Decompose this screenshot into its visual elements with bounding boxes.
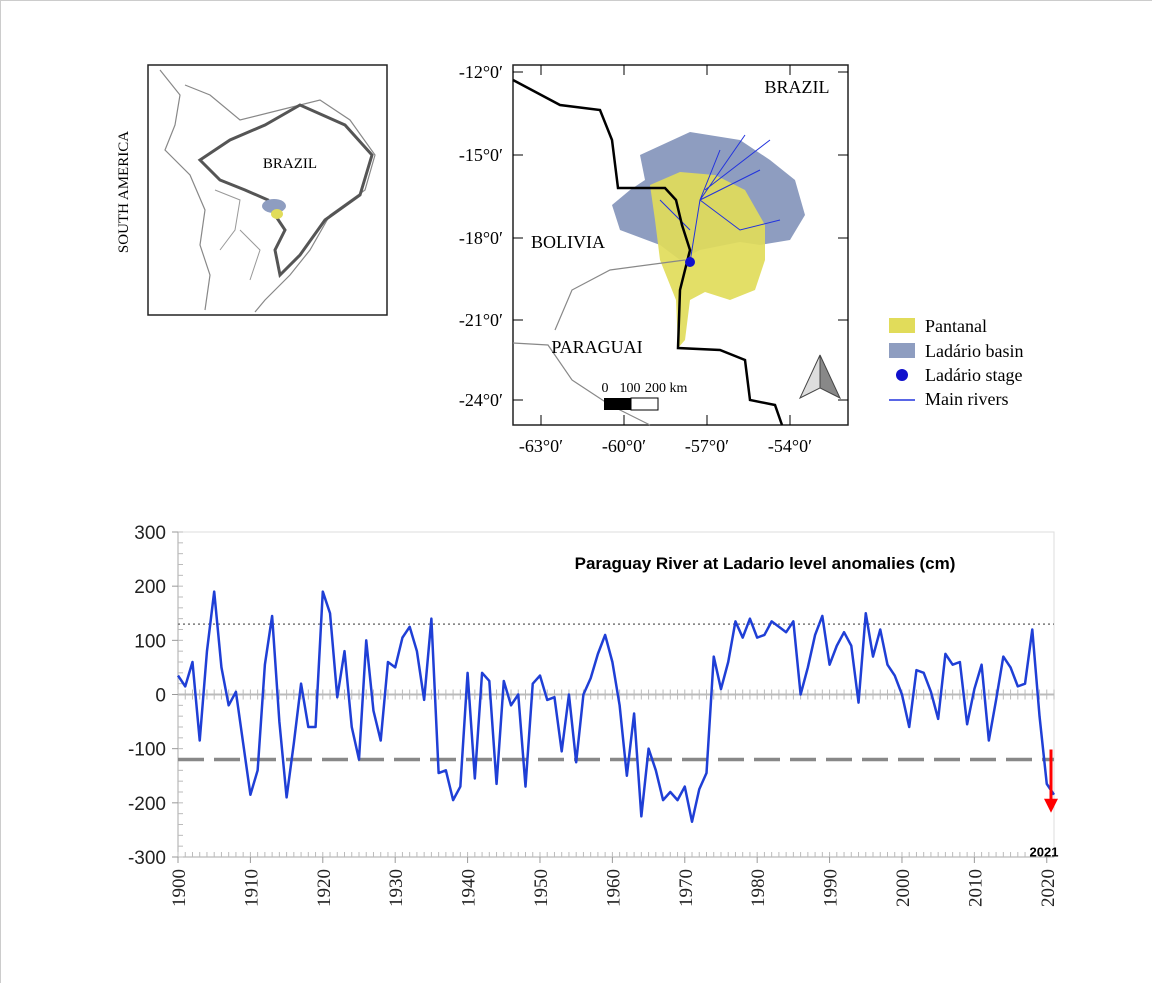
- x-tick-label: 1990: [821, 869, 842, 907]
- scale-label: 100: [620, 381, 641, 396]
- legend-label: Pantanal: [925, 316, 987, 336]
- x-tick-label: 1920: [314, 869, 335, 907]
- north-arrow: [819, 354, 842, 400]
- inset-frame: [147, 64, 388, 316]
- borders: [512, 78, 784, 426]
- x-tick-label: 1930: [386, 869, 407, 907]
- chart-title: Paraguay River at Ladario level anomalie…: [575, 554, 956, 573]
- x-tick-label: 1940: [459, 869, 480, 907]
- x-tick-label: 1970: [676, 869, 697, 907]
- y-tick-label: 100: [134, 631, 166, 652]
- scale-label: 0: [602, 381, 609, 396]
- pantanal-inset: [271, 209, 283, 219]
- country-label: BRAZIL: [765, 77, 830, 97]
- country-label: BOLIVIA: [531, 232, 605, 252]
- annotation: 2021: [1030, 845, 1059, 860]
- lat-label: -18°0′: [459, 228, 503, 248]
- scale-bar: [604, 398, 631, 410]
- lon-label: -57°0′: [685, 436, 729, 456]
- inset-map: BRAZIL SOUTH AMERICA: [116, 64, 388, 316]
- country-label: BRAZIL: [263, 156, 317, 172]
- y-tick-label: -300: [128, 848, 166, 869]
- rivers: [659, 134, 781, 263]
- lat-label: -12°0′: [459, 62, 503, 82]
- y-tick-label: 0: [155, 686, 166, 707]
- x-tick-label: 1900: [169, 869, 190, 907]
- scale-label: 200 km: [645, 381, 688, 396]
- lon-label: -60°0′: [602, 436, 646, 456]
- lat-label: -15°0′: [459, 145, 503, 165]
- y-tick-label: 300: [134, 523, 166, 544]
- x-tick-label: 2020: [1038, 869, 1059, 907]
- y-tick-label: -100: [128, 740, 166, 761]
- legend-label: Ladário basin: [925, 341, 1023, 361]
- brazil-border: [197, 103, 374, 279]
- lat-label: -24°0′: [459, 390, 503, 410]
- lon-label: -54°0′: [768, 436, 812, 456]
- y-tick-label: -200: [128, 794, 166, 815]
- scale-bar: [630, 397, 659, 411]
- x-tick-label: 1980: [748, 869, 769, 907]
- continent-outline: [159, 69, 376, 313]
- country-label: PARAGUAI: [551, 337, 642, 357]
- x-tick-label: 2000: [893, 869, 914, 907]
- basin-inset: [262, 199, 286, 213]
- x-tick-label: 1960: [603, 869, 624, 907]
- x-tick-label: 1950: [531, 869, 552, 907]
- series-line: [176, 590, 1056, 824]
- legend-swatch: [889, 318, 915, 333]
- main-map: 0 100 200 km BRAZIL BOLIVIA PARAGUAI -12…: [459, 62, 1024, 456]
- country-borders: [214, 189, 261, 281]
- legend-label: Ladário stage: [925, 365, 1022, 385]
- lon-label: -63°0′: [519, 436, 563, 456]
- y-tick-label: 200: [134, 577, 166, 598]
- legend-swatch: [896, 369, 908, 381]
- arrowhead: [1044, 798, 1058, 813]
- x-tick-label: 1910: [241, 869, 262, 907]
- legend: Pantanal Ladário basin Ladário stage Mai…: [889, 316, 1023, 409]
- ladario-stage: [685, 257, 695, 267]
- x-tick-label: 2010: [965, 869, 986, 907]
- paraguay-border: [512, 259, 686, 426]
- inset-title: SOUTH AMERICA: [116, 131, 132, 253]
- lat-label: -21°0′: [459, 310, 503, 330]
- legend-label: Main rivers: [925, 389, 1008, 409]
- legend-swatch: [889, 343, 915, 358]
